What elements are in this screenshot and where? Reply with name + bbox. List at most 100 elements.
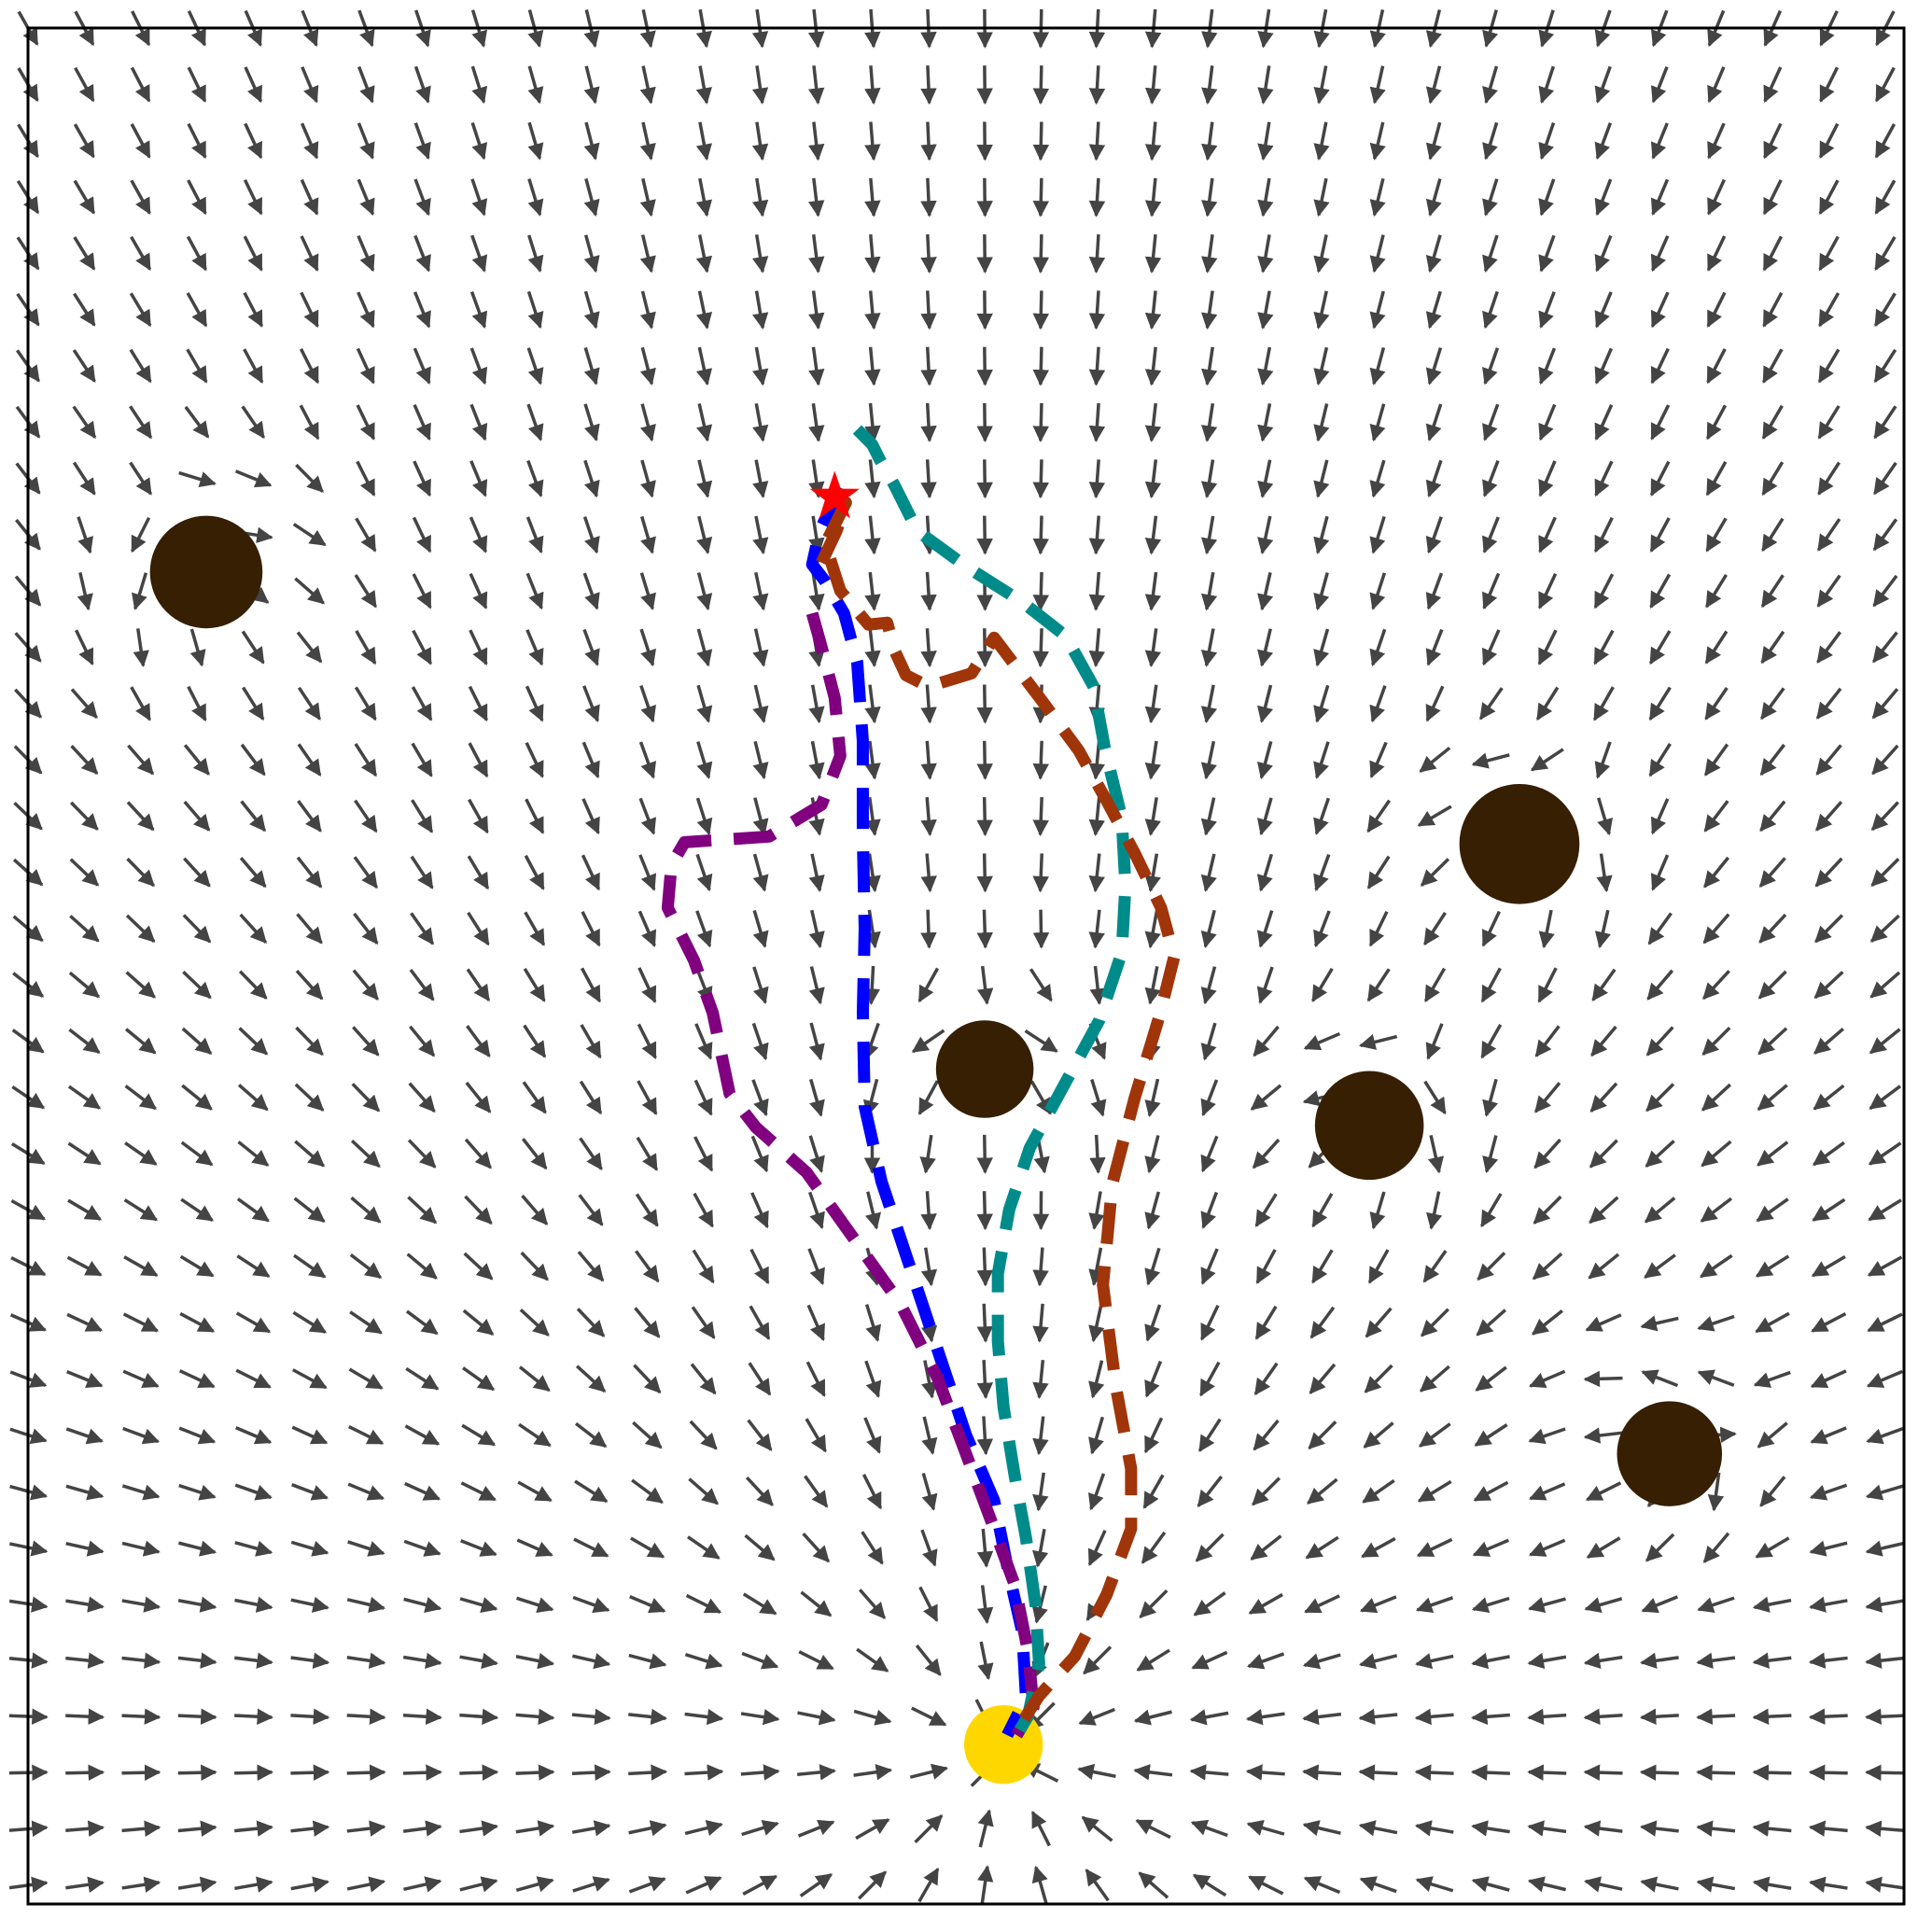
field-arrow-702 [1257,741,1273,780]
field-arrow-344 [235,1311,272,1334]
field-arrow-773 [1425,628,1444,666]
field-arrow-140 [234,1652,273,1669]
field-arrow-1051 [1762,179,1783,216]
field-arrow-437 [1644,1197,1676,1224]
field-arrow-1081 [1538,121,1556,161]
field-arrow-398 [1367,1249,1390,1284]
field-arrow-361 [1200,1305,1220,1341]
field-arrow-11 [628,1876,666,1894]
field-arrow-600 [1256,910,1274,948]
field-arrow-446 [237,1141,270,1167]
field-arrow-431 [1311,1192,1334,1228]
field-arrow-229 [1416,1537,1453,1558]
field-arrow-1042 [1257,177,1274,217]
field-arrow-978 [1482,290,1499,329]
field-arrow-215 [630,1536,665,1559]
field-arrow-634 [1256,853,1274,892]
field-arrow-613 [69,858,100,887]
field-arrow-549 [295,970,324,1001]
field-arrow-979 [1538,291,1556,329]
field-arrow-338 [1810,1369,1847,1389]
field-arrow-405 [1755,1254,1790,1278]
field-arrow-800 [1032,571,1050,611]
field-arrow-616 [239,857,267,889]
field-arrow-430 [1254,1193,1278,1227]
field-arrow-262 [1362,1478,1395,1504]
field-arrow-914 [1705,404,1728,441]
field-arrow-570 [1480,967,1502,1003]
field-arrow-248 [574,1479,609,1504]
field-arrow-718 [242,686,265,721]
field-arrow-841 [1425,516,1443,554]
field-arrow-112 [571,1708,611,1726]
field-arrow-636 [1366,855,1391,889]
field-arrow-21 [1192,1873,1227,1897]
field-arrow-599 [1200,909,1217,948]
field-arrow-701 [1200,740,1217,780]
field-arrow-655 [525,798,545,834]
field-arrow-974 [1257,290,1274,329]
field-arrow-362 [1254,1305,1278,1340]
field-arrow-498 [1250,1084,1282,1111]
field-arrow-1069 [864,121,881,161]
field-arrow-693 [752,740,769,780]
field-arrow-433 [1426,1191,1443,1230]
field-arrow-345 [292,1310,328,1334]
field-arrow-1107 [1088,65,1106,105]
field-arrow-700 [1144,740,1162,780]
field-arrow-894 [583,403,600,441]
field-arrow-412 [236,1197,270,1223]
field-arrow-983 [1762,291,1784,328]
field-arrow-853 [178,470,217,488]
field-arrow-1059 [300,122,319,160]
field-arrow-210 [347,1540,385,1557]
field-arrow-865 [864,459,881,499]
field-arrow-1010 [1369,234,1386,273]
field-arrow-38 [234,1820,273,1837]
field-arrow-1086 [1818,122,1840,160]
field-arrow-375 [66,1255,103,1277]
field-arrow-560 [917,967,940,1003]
field-arrow-730 [920,684,937,724]
field-arrow-653 [411,799,434,833]
field-arrow-434 [1480,1193,1503,1228]
field-arrow-839 [1313,515,1330,554]
field-arrow-423 [865,1191,882,1230]
field-arrow-932 [808,346,825,386]
field-arrow-602 [1368,910,1389,947]
field-arrow-851 [72,461,96,496]
field-arrow-124 [1245,1708,1285,1726]
field-arrow-224 [1141,1531,1167,1564]
field-arrow-621 [524,854,545,890]
field-arrow-901 [976,402,993,442]
field-arrow-942 [1369,346,1386,385]
field-arrow-254 [921,1472,938,1511]
field-arrow-114 [684,1708,724,1726]
field-arrow-35 [65,1820,105,1837]
start [809,470,860,519]
field-arrow-101 [1865,1764,1905,1781]
field-arrow-603 [1423,912,1447,946]
trajectories [661,425,1181,1739]
field-arrow-486 [579,1080,603,1115]
field-arrow-512 [124,1028,157,1055]
field-arrow-640 [1596,853,1613,893]
field-arrow-778 [1704,630,1729,665]
field-arrow-883 [1873,461,1897,496]
field-arrow-518 [466,1025,491,1057]
field-arrow-747 [1871,688,1899,720]
field-arrow-331 [1420,1365,1450,1393]
field-arrow-1032 [695,177,713,217]
field-arrow-93 [1414,1764,1454,1781]
field-arrow-138 [121,1652,161,1669]
field-arrow-630 [1032,853,1049,893]
field-arrow-769 [1200,628,1218,667]
field-arrow-607 [1647,912,1673,945]
field-arrow-176 [346,1596,386,1613]
field-arrow-758 [582,628,600,666]
field-arrow-690 [581,741,600,779]
field-arrow-471 [1645,1140,1675,1168]
field-arrow-536 [1480,1024,1503,1059]
field-arrow-566 [1256,966,1274,1004]
